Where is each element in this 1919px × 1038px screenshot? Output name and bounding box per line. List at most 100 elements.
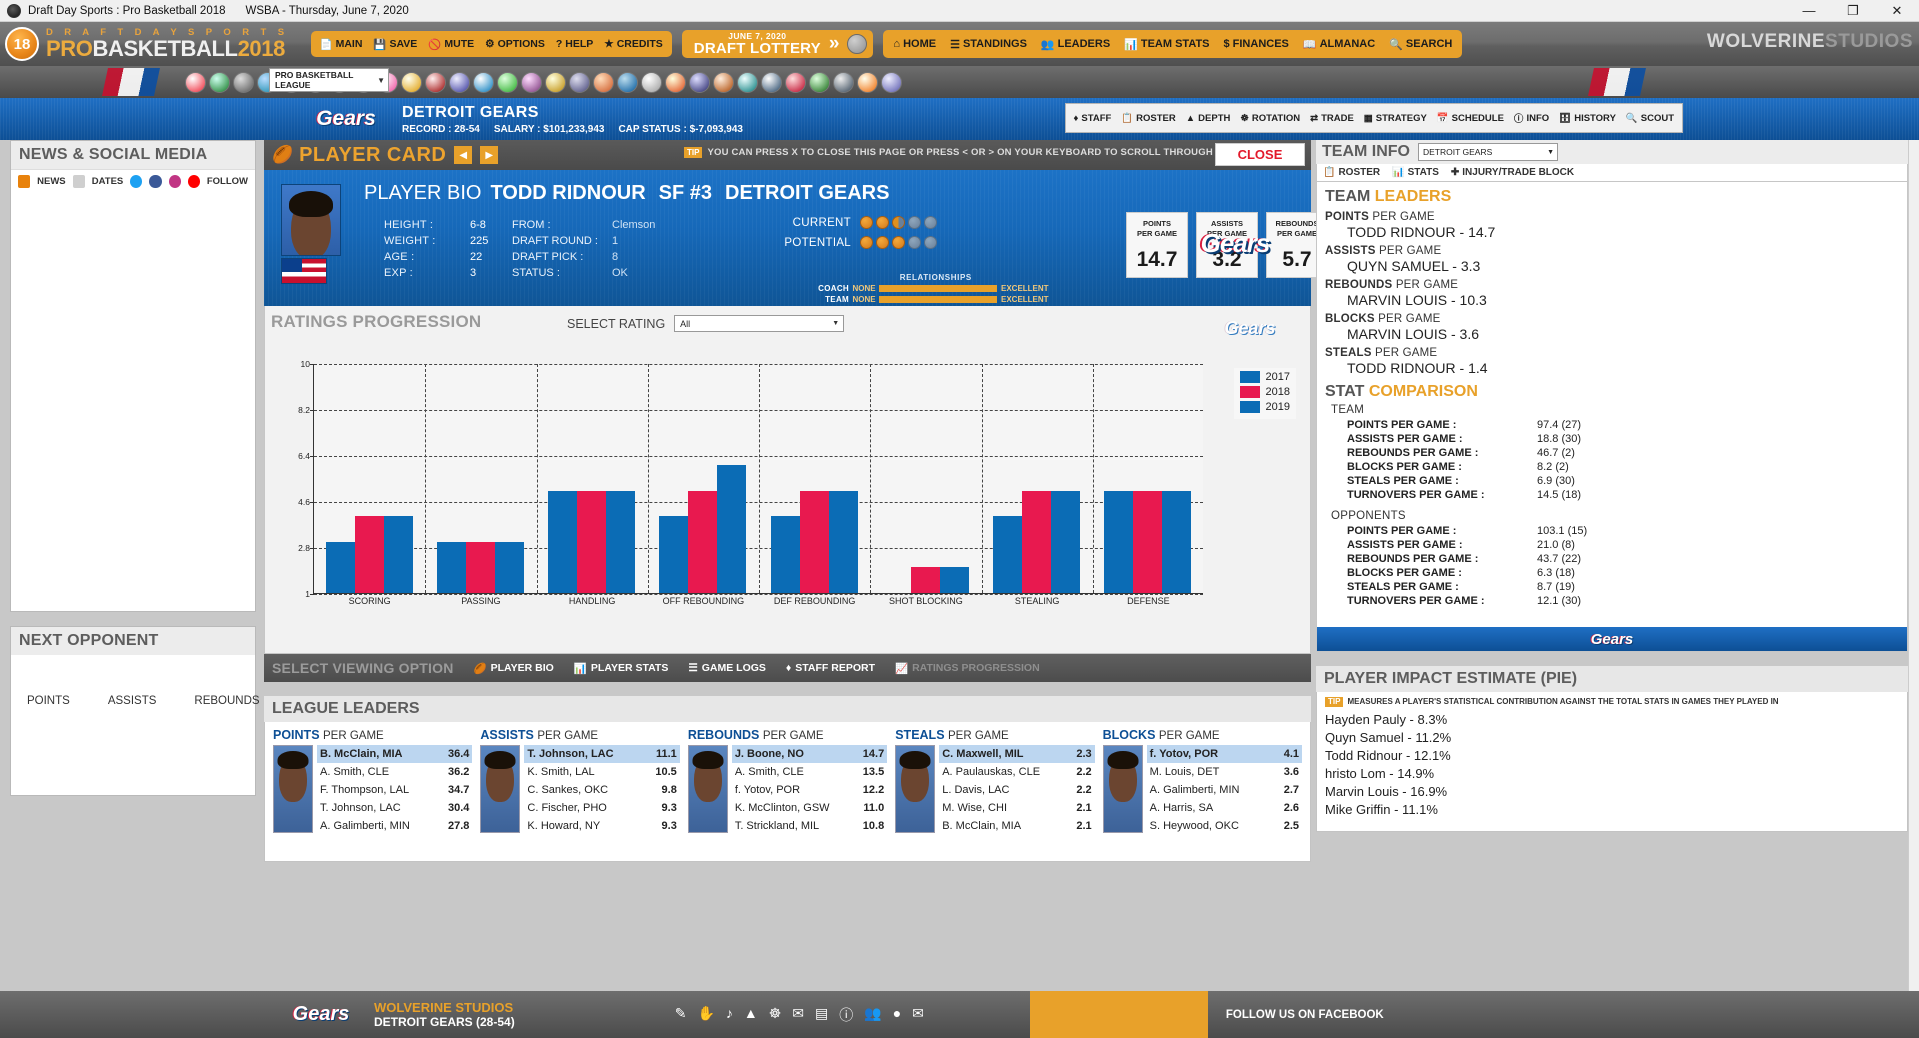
team-logo[interactable] (857, 71, 878, 93)
list-item[interactable]: A. Harris, SA 2.6 (1147, 799, 1302, 817)
team-nav-scout[interactable]: 🔍 SCOUT (1625, 112, 1674, 124)
team-nav-history[interactable]: 🗄 HISTORY (1559, 112, 1616, 124)
tab-roster[interactable]: 📋 ROSTER (1323, 167, 1381, 178)
maximize-button[interactable]: ❐ (1847, 2, 1859, 18)
instagram-icon[interactable] (168, 175, 181, 188)
nav-item-search[interactable]: 🔍 SEARCH (1389, 38, 1452, 51)
list-item[interactable]: M. Wise, CHI 2.1 (939, 799, 1094, 817)
list-item[interactable]: A. Smith, CLE 36.2 (317, 763, 472, 781)
tab-stats[interactable]: 📊 STATS (1392, 167, 1439, 178)
mail-icon[interactable]: ✉ (912, 1004, 924, 1021)
team-logo[interactable] (425, 71, 446, 93)
team-nav-rotation[interactable]: ☸ ROTATION (1240, 112, 1301, 124)
menu-item-credits[interactable]: ★ CREDITS (604, 38, 663, 50)
view-option-staff-report[interactable]: ♦ STAFF REPORT (785, 662, 876, 674)
nav-item-home[interactable]: ⌂ HOME (893, 38, 936, 50)
team-logo[interactable] (473, 71, 494, 93)
team-logo[interactable] (209, 71, 230, 93)
list-item[interactable]: L. Davis, LAC 2.2 (939, 781, 1094, 799)
team-nav-trade[interactable]: ⇄ TRADE (1310, 112, 1354, 124)
list-item[interactable]: S. Heywood, OKC 2.5 (1147, 817, 1302, 835)
people-icon[interactable]: 👥 (864, 1004, 882, 1021)
tab-injury-trade-block[interactable]: ✚ INJURY/TRADE BLOCK (1450, 167, 1575, 178)
twitter-icon[interactable] (130, 175, 143, 188)
basketball-icon[interactable]: ● (892, 1004, 902, 1021)
view-option-ratings-progression[interactable]: 📈 RATINGS PROGRESSION (895, 662, 1040, 675)
youtube-icon[interactable] (187, 175, 200, 188)
team-nav-strategy[interactable]: ▦ STRATEGY (1363, 112, 1427, 124)
list-item[interactable]: M. Louis, DET 3.6 (1147, 763, 1302, 781)
team-nav-schedule[interactable]: 📅 SCHEDULE (1436, 112, 1504, 124)
draft-lottery-button[interactable]: JUNE 7, 2020 DRAFT LOTTERY » (681, 30, 874, 58)
menu-item-options[interactable]: ⚙ OPTIONS (485, 38, 545, 50)
list-item[interactable]: K. McClinton, GSW 11.0 (732, 799, 887, 817)
news-icon[interactable]: ▤ (815, 1004, 829, 1021)
whistle-icon[interactable]: ♪ (725, 1004, 733, 1021)
menu-item-main[interactable]: 📄 MAIN (320, 38, 363, 51)
menu-item-help[interactable]: ? HELP (556, 38, 593, 50)
nav-item-standings[interactable]: ☰ STANDINGS (950, 38, 1027, 51)
list-item[interactable]: f. Yotov, POR 4.1 (1146, 745, 1303, 763)
list-item[interactable]: K. Smith, LAL 10.5 (524, 763, 679, 781)
team-logo[interactable] (713, 71, 734, 93)
team-logo[interactable] (761, 71, 782, 93)
team-logo[interactable] (665, 71, 686, 93)
select-rating-dropdown[interactable]: All ▼ (674, 315, 845, 332)
team-logo[interactable] (401, 71, 422, 93)
list-item[interactable]: C. Fischer, PHO 9.3 (524, 799, 679, 817)
prev-player-button[interactable]: ◀ (454, 146, 473, 164)
team-logo[interactable] (569, 71, 590, 93)
close-player-card-button[interactable]: CLOSE (1215, 143, 1305, 166)
list-item[interactable]: B. McClain, MIA 2.1 (939, 817, 1094, 835)
league-selector[interactable]: PRO BASKETBALL LEAGUE ▼ (269, 68, 389, 92)
page-scrollbar[interactable] (1908, 140, 1919, 1038)
nav-item-leaders[interactable]: 👥 LEADERS (1041, 38, 1110, 51)
basketball-icon[interactable] (847, 34, 868, 54)
team-logo[interactable] (185, 71, 206, 93)
nav-item-team-stats[interactable]: 📊 TEAM STATS (1124, 38, 1209, 51)
team-logo[interactable] (593, 71, 614, 93)
list-item[interactable]: T. Johnson, LAC 30.4 (317, 799, 472, 817)
mail2-icon[interactable]: ✉ (792, 1004, 805, 1021)
minimize-button[interactable]: — (1802, 3, 1816, 18)
depth-icon[interactable]: ▲ (743, 1004, 758, 1021)
list-item[interactable]: K. Howard, NY 9.3 (524, 817, 679, 835)
info-icon[interactable]: ⓘ (839, 1006, 854, 1023)
nav-item-almanac[interactable]: 📖 ALMANAC (1303, 38, 1375, 51)
team-logo[interactable] (737, 71, 758, 93)
list-item[interactable]: F. Thompson, LAL 34.7 (317, 781, 472, 799)
team-logo[interactable] (449, 71, 470, 93)
rotation-icon[interactable]: ☸ (768, 1004, 782, 1021)
team-logo[interactable] (521, 71, 542, 93)
list-item[interactable]: B. McClain, MIA 36.4 (317, 745, 473, 763)
team-nav-roster[interactable]: 📋 ROSTER (1121, 112, 1176, 124)
team-logo[interactable] (881, 71, 902, 93)
team-nav-info[interactable]: ⓘ INFO (1513, 112, 1550, 126)
team-logo[interactable] (689, 71, 710, 93)
dates-label[interactable]: DATES (91, 176, 124, 187)
list-item[interactable]: A. Galimberti, MIN 2.7 (1147, 781, 1302, 799)
close-window-button[interactable]: ✕ (1891, 2, 1903, 18)
menu-item-mute[interactable]: 🚫 MUTE (428, 38, 474, 51)
hand-icon[interactable]: ✋ (697, 1004, 715, 1021)
team-nav-staff[interactable]: ♦ STAFF (1073, 112, 1112, 124)
team-logo[interactable] (785, 71, 806, 93)
team-logo[interactable] (617, 71, 638, 93)
list-item[interactable]: A. Smith, CLE 13.5 (732, 763, 887, 781)
list-item[interactable]: C. Maxwell, MIL 2.3 (939, 745, 1095, 763)
view-option-game-logs[interactable]: ☰ GAME LOGS (688, 662, 766, 674)
team-logo[interactable] (233, 71, 254, 93)
edit-icon[interactable]: ✎ (674, 1004, 687, 1021)
team-logo[interactable] (833, 71, 854, 93)
view-option-player-bio[interactable]: 🏉 PLAYER BIO (473, 662, 554, 675)
list-item[interactable]: f. Yotov, POR 12.2 (732, 781, 887, 799)
menu-item-save[interactable]: 💾 SAVE (373, 38, 417, 51)
team-nav-depth[interactable]: ▲ DEPTH (1185, 112, 1231, 124)
calendar-icon[interactable] (72, 175, 85, 188)
team-logo[interactable] (809, 71, 830, 93)
rss-icon[interactable] (18, 175, 31, 188)
nav-item-finances[interactable]: $ FINANCES (1224, 38, 1289, 50)
list-item[interactable]: A. Paulauskas, CLE 2.2 (939, 763, 1094, 781)
list-item[interactable]: T. Johnson, LAC 11.1 (524, 745, 680, 763)
list-item[interactable]: J. Boone, NO 14.7 (731, 745, 888, 763)
